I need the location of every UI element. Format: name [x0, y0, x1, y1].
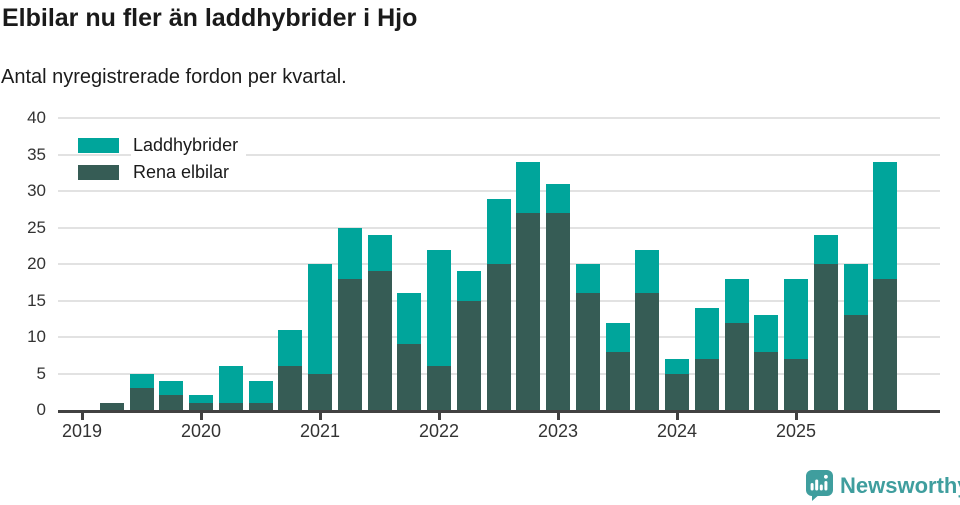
- bar-segment-rena-elbilar: [308, 373, 332, 410]
- bar-segment-rena-elbilar: [129, 388, 154, 410]
- legend: Laddhybrider Rena elbilar: [78, 134, 247, 189]
- bar-segment-rena-elbilar: [397, 344, 422, 410]
- bar-segment-rena-elbilar: [516, 213, 541, 410]
- bar-segment-rena-elbilar: [694, 358, 719, 410]
- bar-segment-laddhybrider: [337, 227, 362, 279]
- legend-label: Laddhybrider: [131, 134, 247, 156]
- bar-segment-laddhybrider: [189, 395, 213, 403]
- bar-segment-rena-elbilar: [427, 366, 451, 410]
- bar-segment-laddhybrider: [873, 162, 898, 279]
- x-axis-tick: [556, 413, 560, 420]
- gridline: [58, 153, 940, 156]
- bar-segment-laddhybrider: [367, 235, 392, 272]
- bar-segment-rena-elbilar: [99, 402, 124, 410]
- chart-subtitle: Antal nyregistrerade fordon per kvartal.: [1, 66, 347, 88]
- bar-segment-rena-elbilar: [575, 293, 600, 410]
- bar-segment-rena-elbilar: [546, 213, 570, 410]
- bar-segment-laddhybrider: [724, 278, 749, 323]
- bar-segment-laddhybrider: [427, 249, 451, 367]
- legend-item-laddhybrider: Laddhybrider: [78, 134, 247, 156]
- x-axis-tick-label: 2023: [537, 421, 579, 441]
- bar-segment-laddhybrider: [694, 307, 719, 359]
- y-axis-tick-label: 20: [27, 254, 46, 274]
- bar-segment-laddhybrider: [546, 184, 570, 214]
- bar-segment-rena-elbilar: [278, 366, 303, 410]
- bar-segment-laddhybrider: [754, 315, 779, 352]
- bar-segment-rena-elbilar: [873, 278, 898, 410]
- y-axis-tick-label: 10: [27, 327, 46, 347]
- bar-segment-rena-elbilar: [218, 402, 243, 410]
- legend-swatch-laddhybrider: [78, 137, 119, 153]
- y-axis-tick-label: 15: [27, 290, 46, 310]
- bar-segment-rena-elbilar: [486, 264, 511, 410]
- x-axis-tick-label: 2021: [299, 421, 341, 441]
- bar-segment-laddhybrider: [397, 293, 422, 345]
- y-axis-tick-label: 40: [27, 108, 46, 128]
- gridline: [58, 190, 940, 193]
- bar-segment-laddhybrider: [665, 358, 689, 374]
- bar-segment-laddhybrider: [843, 264, 868, 316]
- bar-segment-laddhybrider: [813, 235, 838, 265]
- bar-segment-rena-elbilar: [337, 278, 362, 410]
- y-axis-tick-label: 0: [36, 400, 46, 419]
- y-axis-tick-label: 35: [27, 144, 46, 164]
- x-axis-tick: [437, 413, 441, 420]
- bar-segment-rena-elbilar: [784, 358, 808, 410]
- gridline: [58, 117, 940, 120]
- x-axis-tick: [318, 413, 322, 420]
- bar-segment-laddhybrider: [159, 380, 184, 396]
- y-axis-tick-label: 25: [27, 217, 46, 237]
- legend-swatch-rena-elbilar: [78, 164, 119, 180]
- newsworthy-chart-bubble-icon: [806, 470, 833, 501]
- bar-segment-laddhybrider: [575, 264, 600, 294]
- bar-segment-rena-elbilar: [813, 264, 838, 410]
- bar-segment-rena-elbilar: [724, 322, 749, 410]
- bar-segment-laddhybrider: [278, 329, 303, 367]
- chart-title: Elbilar nu fler än laddhybrider i Hjo: [2, 4, 418, 32]
- bar-segment-rena-elbilar: [665, 373, 689, 410]
- legend-item-rena-elbilar: Rena elbilar: [78, 161, 246, 183]
- bar-segment-rena-elbilar: [456, 300, 481, 410]
- bar-segment-rena-elbilar: [189, 402, 213, 410]
- bar-segment-laddhybrider: [456, 271, 481, 301]
- bar-segment-laddhybrider: [486, 198, 511, 265]
- x-axis-tick: [794, 413, 798, 420]
- bar-segment-rena-elbilar: [754, 351, 779, 410]
- x-axis-tick: [80, 413, 84, 420]
- newsworthy-logo: Newsworthy: [806, 470, 960, 501]
- x-axis-tick-label: 2022: [418, 421, 460, 441]
- bar-segment-laddhybrider: [516, 162, 541, 214]
- x-axis-line: [58, 410, 940, 413]
- bar-segment-laddhybrider: [218, 366, 243, 403]
- x-axis-tick-label: 2024: [656, 421, 698, 441]
- y-axis-tick-label: 5: [36, 363, 46, 383]
- bar-segment-rena-elbilar: [159, 395, 184, 410]
- bar-segment-laddhybrider: [248, 380, 273, 403]
- x-axis-tick: [675, 413, 679, 420]
- x-axis-tick-label: 2019: [61, 421, 103, 441]
- legend-label: Rena elbilar: [131, 161, 238, 183]
- bar-segment-laddhybrider: [635, 249, 660, 294]
- bar-segment-rena-elbilar: [248, 402, 273, 410]
- bar-segment-rena-elbilar: [635, 293, 660, 410]
- bar-segment-laddhybrider: [308, 264, 332, 374]
- bar-segment-rena-elbilar: [605, 351, 630, 410]
- x-axis-tick-label: 2020: [180, 421, 222, 441]
- y-axis-tick-label: 30: [27, 181, 46, 201]
- x-axis-tick: [199, 413, 203, 420]
- x-axis-tick-label: 2025: [775, 421, 817, 441]
- bar-segment-laddhybrider: [784, 278, 808, 359]
- bar-segment-rena-elbilar: [843, 315, 868, 410]
- bar-segment-laddhybrider: [129, 373, 154, 389]
- brand-name: Newsworthy: [840, 473, 960, 498]
- bar-segment-rena-elbilar: [367, 271, 392, 410]
- bar-segment-laddhybrider: [605, 322, 630, 352]
